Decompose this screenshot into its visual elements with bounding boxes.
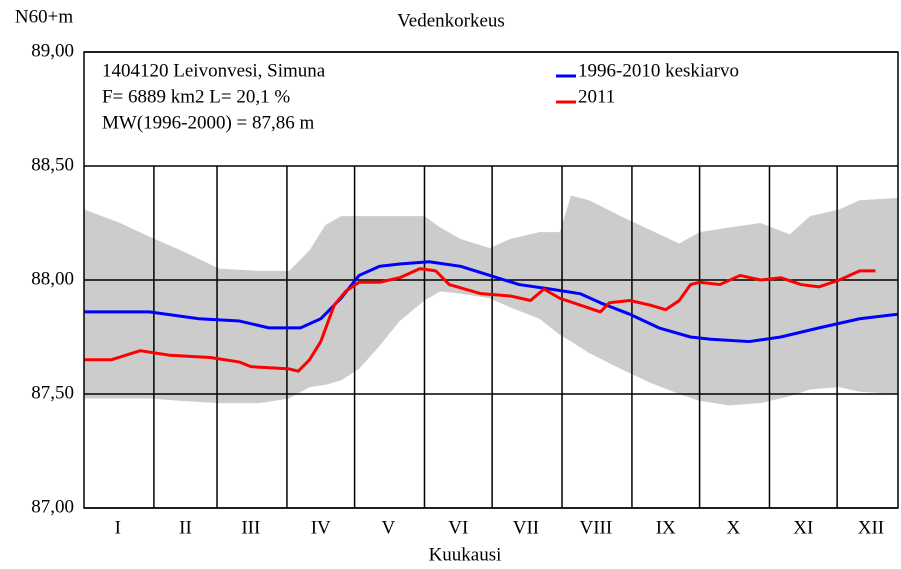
x-tick-label: VIII (579, 517, 612, 538)
info-text: MW(1996-2000) = 87,86 m (102, 112, 315, 133)
series-line (84, 260, 899, 344)
x-tick-label: XII (858, 517, 884, 538)
range-band (84, 195, 898, 406)
legend-label: 2011 (578, 86, 615, 107)
y-tick-label: 88,50 (31, 154, 74, 175)
info-text: 1404120 Leivonvesi, Simuna (102, 60, 326, 81)
x-tick-label: XI (793, 517, 813, 538)
x-tick-label: I (115, 517, 121, 538)
y-tick-label: 88,00 (31, 268, 74, 289)
plot-frame (83, 51, 899, 509)
y-tick-label: 87,00 (31, 496, 74, 517)
x-tick-label: VII (513, 517, 539, 538)
x-tick-label: V (382, 517, 396, 538)
chart-title: Vedenkorkeus (397, 10, 505, 31)
info-text: F= 6889 km2 L= 20,1 % (102, 86, 290, 107)
series-line (84, 267, 876, 373)
y-tick-label: 89,00 (31, 40, 74, 61)
x-tick-label: IV (311, 517, 331, 538)
x-tick-label: IX (656, 517, 676, 538)
x-tick-label: II (179, 517, 192, 538)
x-tick-label: X (727, 517, 741, 538)
y-tick-label: 87,50 (31, 382, 74, 403)
x-axis-label: Kuukausi (429, 544, 502, 565)
legend-label: 1996-2010 keskiarvo (578, 60, 739, 81)
x-tick-label: VI (448, 517, 468, 538)
x-tick-label: III (241, 517, 260, 538)
y-axis-label: N60+m (15, 6, 73, 27)
